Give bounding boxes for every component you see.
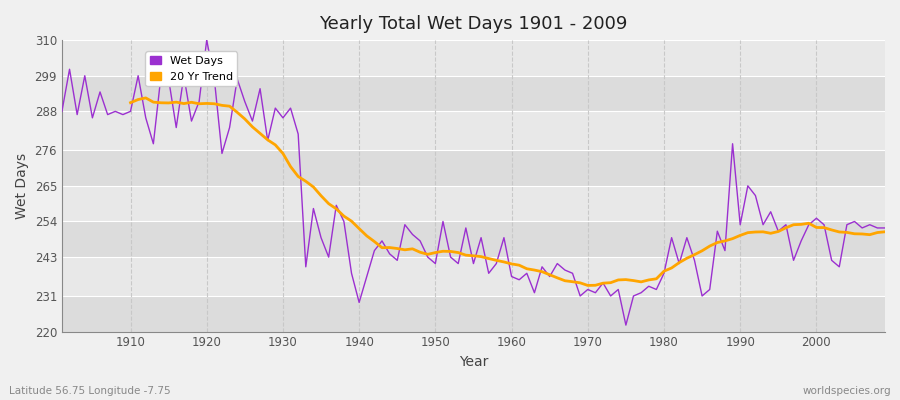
- Title: Yearly Total Wet Days 1901 - 2009: Yearly Total Wet Days 1901 - 2009: [320, 15, 627, 33]
- Bar: [62, 111, 885, 150]
- Legend: Wet Days, 20 Yr Trend: Wet Days, 20 Yr Trend: [146, 52, 238, 86]
- Text: worldspecies.org: worldspecies.org: [803, 386, 891, 396]
- Bar: [62, 257, 885, 296]
- Bar: [62, 222, 885, 257]
- Bar: [62, 76, 885, 111]
- Bar: [62, 40, 885, 76]
- Bar: [62, 150, 885, 186]
- Text: Latitude 56.75 Longitude -7.75: Latitude 56.75 Longitude -7.75: [9, 386, 171, 396]
- Bar: [62, 296, 885, 332]
- X-axis label: Year: Year: [459, 355, 488, 369]
- Bar: [62, 186, 885, 222]
- Y-axis label: Wet Days: Wet Days: [15, 153, 29, 219]
